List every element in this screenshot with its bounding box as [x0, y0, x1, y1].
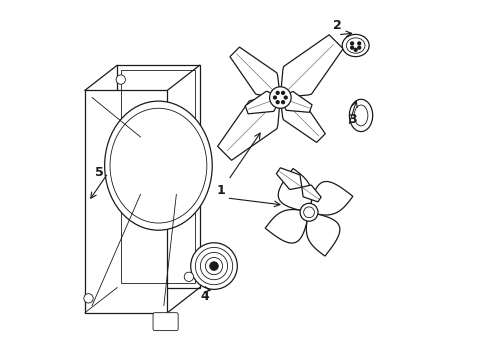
Circle shape — [281, 91, 284, 94]
Circle shape — [300, 203, 317, 221]
Circle shape — [281, 101, 284, 104]
Circle shape — [303, 207, 314, 218]
Circle shape — [276, 101, 279, 104]
Text: 5: 5 — [95, 166, 103, 179]
Circle shape — [200, 252, 227, 280]
Text: 4: 4 — [200, 290, 209, 303]
Circle shape — [195, 247, 232, 285]
Polygon shape — [85, 90, 167, 313]
Polygon shape — [278, 168, 311, 212]
Circle shape — [184, 272, 193, 282]
Ellipse shape — [349, 99, 372, 132]
Circle shape — [190, 243, 237, 289]
Text: 2: 2 — [333, 19, 342, 32]
Circle shape — [353, 48, 356, 51]
Polygon shape — [280, 35, 343, 98]
Circle shape — [357, 46, 360, 49]
Polygon shape — [280, 98, 325, 143]
Circle shape — [273, 96, 276, 99]
Circle shape — [205, 257, 222, 275]
Polygon shape — [117, 65, 199, 288]
Polygon shape — [264, 210, 308, 243]
Polygon shape — [301, 185, 321, 202]
Circle shape — [83, 294, 93, 303]
Text: 3: 3 — [347, 113, 356, 126]
Polygon shape — [244, 91, 280, 114]
Polygon shape — [305, 212, 339, 256]
Circle shape — [276, 91, 279, 94]
Text: 1: 1 — [216, 184, 225, 197]
Ellipse shape — [353, 105, 367, 126]
Circle shape — [357, 42, 360, 45]
Circle shape — [209, 262, 218, 270]
Circle shape — [350, 46, 353, 49]
Circle shape — [269, 87, 290, 108]
Polygon shape — [308, 181, 352, 215]
Ellipse shape — [342, 35, 368, 57]
Polygon shape — [217, 98, 280, 160]
Polygon shape — [276, 168, 301, 189]
FancyBboxPatch shape — [153, 313, 178, 330]
Circle shape — [284, 96, 286, 99]
Circle shape — [350, 42, 353, 45]
Polygon shape — [229, 47, 280, 98]
Circle shape — [116, 75, 125, 84]
Polygon shape — [280, 91, 311, 112]
Ellipse shape — [104, 101, 212, 230]
